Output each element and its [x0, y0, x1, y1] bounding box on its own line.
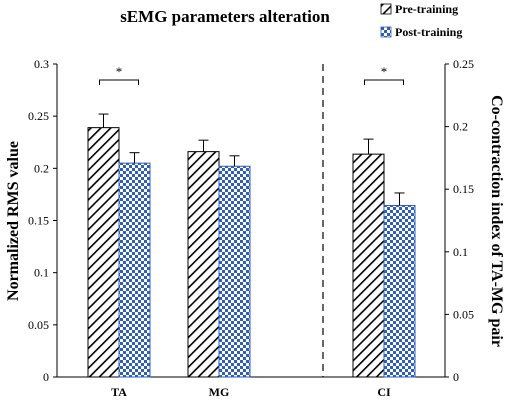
right-tick-label: 0.05 — [453, 307, 474, 321]
right-tick-label: 0.15 — [453, 182, 474, 196]
bar-ci-pre — [352, 153, 385, 378]
legend-label-pre-training: Pre-training — [395, 2, 458, 16]
left-tick-label: 0.15 — [28, 214, 49, 228]
right-tick-label: 0 — [453, 370, 459, 384]
category-label-ci: CI — [377, 385, 391, 399]
chart-title: sEMG parameters alteration — [120, 7, 330, 26]
right-axis-label: Co-contraction index of TA-MG pair — [488, 95, 505, 347]
right-tick-label: 0.2 — [453, 120, 468, 134]
right-tick-label: 0.25 — [453, 57, 474, 71]
bar-ta-post — [118, 162, 151, 378]
category-label-mg: MG — [209, 385, 230, 399]
legend-label-post-training: Post-training — [395, 25, 462, 39]
significance-bracket — [364, 79, 404, 85]
left-tick-label: 0.05 — [28, 318, 49, 332]
bar-mg-post — [218, 165, 251, 378]
significance-star: * — [381, 64, 388, 79]
bar-ta-pre — [87, 127, 120, 378]
significance-bracket — [99, 79, 139, 85]
plot-area: 0 0.05 0.1 0.15 0.2 0.25 0.3 0 0.05 0.1 0.15 0.2 0.2… — [28, 57, 474, 399]
bar-ci-post — [383, 204, 416, 378]
legend-swatch-post-training — [380, 26, 392, 38]
left-tick-label: 0 — [43, 370, 49, 384]
significance-star: * — [116, 64, 123, 79]
right-tick-label: 0.1 — [453, 245, 468, 259]
bar-mg-pre — [187, 151, 220, 378]
category-label-ta: TA — [111, 385, 127, 399]
legend-swatch-pre-training — [380, 3, 392, 15]
left-tick-label: 0.2 — [34, 161, 49, 175]
left-tick-label: 0.25 — [28, 109, 49, 123]
legend: Pre-training Post-training — [380, 2, 462, 39]
left-axis-label: Normalized RMS value — [5, 141, 22, 301]
left-tick-label: 0.1 — [34, 266, 49, 280]
left-tick-label: 0.3 — [34, 57, 49, 71]
